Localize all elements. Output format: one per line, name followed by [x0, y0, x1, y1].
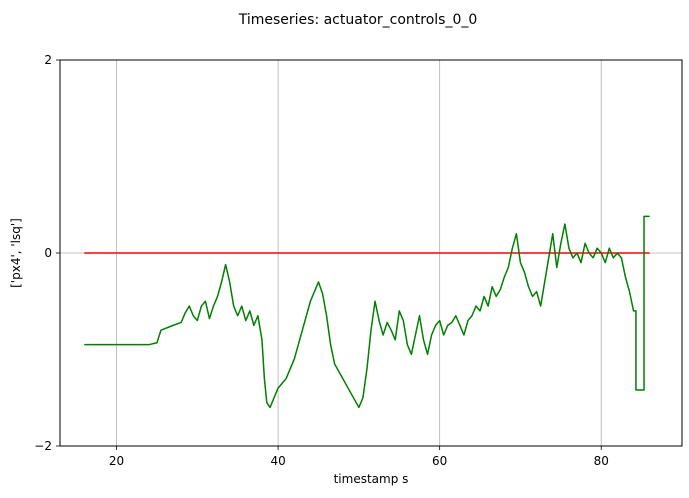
x-tick-label: 40 — [270, 454, 285, 468]
x-tick-label: 60 — [432, 454, 447, 468]
chart-title: Timeseries: actuator_controls_0_0 — [238, 12, 478, 28]
plot-area — [59, 59, 683, 447]
y-axis-label: ['px4', 'lsq'] — [9, 218, 23, 288]
y-axis-ticks: −2 0 2 — [34, 53, 60, 453]
x-axis-ticks: 20 40 60 80 — [109, 446, 609, 468]
x-tick-label: 20 — [109, 454, 124, 468]
y-tick-label: 2 — [44, 53, 52, 67]
series-line-1 — [84, 215, 650, 409]
y-tick-label: −2 — [34, 439, 52, 453]
y-tick-label: 0 — [44, 246, 52, 260]
series-layer — [84, 215, 650, 409]
x-axis-label: timestamp s — [334, 472, 409, 486]
x-tick-label: 80 — [594, 454, 609, 468]
